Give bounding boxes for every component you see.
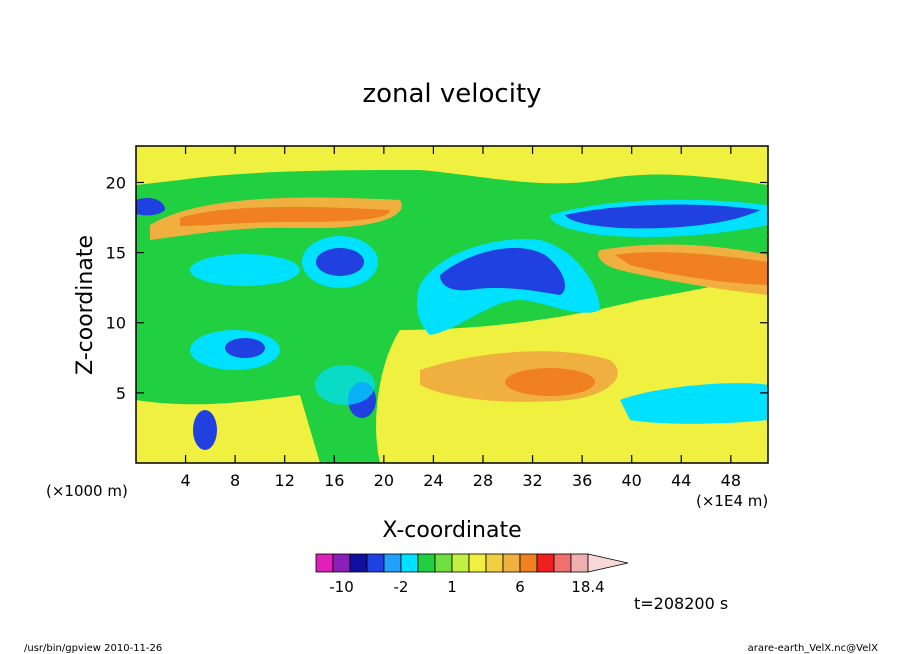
colorbar-segment [383, 553, 402, 573]
x-tick-label: 4 [180, 471, 190, 490]
y-tick-label: 5 [116, 384, 126, 403]
contour-region [136, 146, 768, 185]
colorbar-label: -2 [394, 578, 409, 596]
colorbar-segment [315, 553, 334, 573]
y-unit-note: (×1000 m) [46, 482, 128, 500]
colorbar-label: 18.4 [571, 578, 604, 596]
x-tick-label: 12 [275, 471, 295, 490]
x-axis: 4 8 12 16 20 24 28 32 36 40 44 48 [180, 146, 741, 490]
y-axis: 5 10 15 20 [106, 173, 768, 403]
x-tick-label: 36 [572, 471, 592, 490]
contour-region [316, 248, 364, 276]
contour-region [190, 254, 300, 286]
colorbar-extend-triangle [587, 553, 629, 573]
footer-left: /usr/bin/gpview 2010-11-26 [24, 643, 162, 654]
contour-region [315, 365, 375, 405]
x-tick-label: 40 [622, 471, 642, 490]
colorbar-labels: -10 -2 1 6 18.4 [329, 578, 604, 596]
colorbar-segment [553, 553, 572, 573]
x-axis-label: X-coordinate [382, 518, 521, 543]
contour-region [620, 383, 768, 424]
colorbar-segment [536, 553, 555, 573]
colorbar-segment [519, 553, 538, 573]
x-tick-label: 24 [423, 471, 443, 490]
contour-region [180, 206, 390, 226]
colorbar-segment [485, 553, 504, 573]
y-tick-label: 15 [106, 244, 126, 263]
colorbar-segment [417, 553, 436, 573]
x-tick-label: 44 [671, 471, 691, 490]
footer-right: arare-earth_VelX.nc@VelX [748, 643, 879, 654]
colorbar-segment [468, 553, 487, 573]
x-tick-label: 20 [374, 471, 394, 490]
contour-region [136, 395, 320, 463]
colorbar-segment [434, 553, 453, 573]
colorbar-segment [349, 553, 368, 573]
colorbar-segment [570, 553, 589, 573]
contour-region [565, 204, 760, 229]
x-unit-note: (×1E4 m) [696, 492, 768, 510]
contour-region [193, 410, 217, 450]
x-tick-label: 8 [230, 471, 240, 490]
contour-region [505, 368, 595, 396]
contour-region [136, 198, 165, 216]
contour-field [136, 146, 768, 463]
colorbar-segment [451, 553, 470, 573]
contour-region [615, 252, 768, 285]
colorbar-label: 1 [447, 578, 457, 596]
colorbar-label: 6 [515, 578, 525, 596]
x-tick-label: 32 [522, 471, 542, 490]
contour-region [440, 247, 565, 295]
colorbar-segment [332, 553, 351, 573]
y-axis-label: Z-coordinate [73, 235, 98, 375]
y-tick-label: 20 [106, 173, 126, 192]
colorbar-label: -10 [329, 578, 354, 596]
plot-frame [135, 145, 769, 464]
colorbar-segment [366, 553, 385, 573]
time-label: t=208200 s [634, 594, 728, 613]
colorbar [315, 553, 629, 573]
chart-title: zonal velocity [362, 79, 541, 109]
colorbar-segment [400, 553, 419, 573]
colorbar-segment [502, 553, 521, 573]
contour-region [225, 338, 265, 358]
x-tick-label: 48 [721, 471, 741, 490]
x-tick-label: 16 [324, 471, 344, 490]
x-tick-label: 28 [473, 471, 493, 490]
y-tick-label: 10 [106, 314, 126, 333]
